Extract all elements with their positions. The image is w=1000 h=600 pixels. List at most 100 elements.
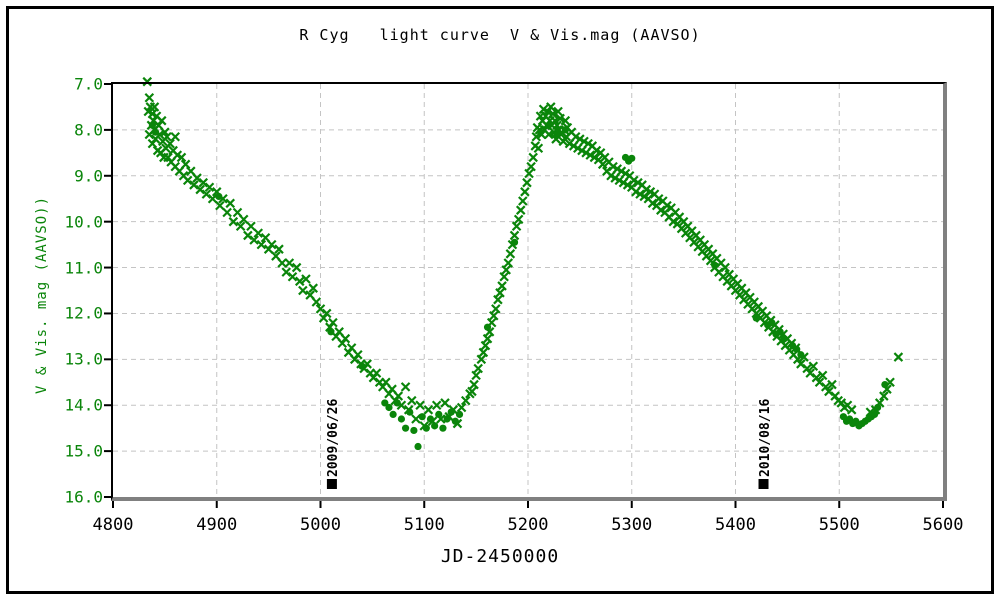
y-tick-label: 14.0 [64,395,103,415]
data-point-cross [423,405,434,415]
data-point-cross [281,267,292,277]
y-tick-label: 15.0 [64,441,103,461]
data-point-cross [509,230,520,241]
data-point-cross [515,205,526,215]
data-point-cross [893,352,904,362]
data-point-cross [524,168,534,179]
x-tick-label: 4800 [92,515,134,535]
data-point-dot [711,261,719,269]
data-point-dot [406,408,414,416]
x-tick-label: 5400 [715,515,756,535]
data-point-dot [536,128,545,136]
data-point-cross [499,271,509,282]
y-tick-label: 7.0 [74,74,103,94]
data-point-dot [628,154,636,162]
data-point-cross [505,249,516,259]
data-point-cross [321,308,332,319]
y-tick-label: 12.0 [64,303,103,323]
data-point-cross [488,310,499,321]
data-point-cross [528,152,538,163]
data-point-cross [543,129,554,140]
data-point-cross [253,228,264,238]
data-point-cross [511,221,522,232]
data-point-cross [518,196,528,206]
data-point-cross [182,175,193,186]
data-point-dot [435,410,443,418]
data-point-dot [414,442,422,451]
data-point-cross [228,216,239,227]
data-point-cross [491,304,501,314]
data-point-dot [393,399,401,407]
data-point-dot [874,403,882,412]
data-point-dot [776,328,784,336]
data-point-cross [170,131,181,142]
data-point-dot [553,130,561,139]
data-point-dot [418,413,426,421]
plot-area-frame [111,82,947,501]
data-point-cross [176,152,187,163]
data-point-dot [410,426,418,435]
x-tick-label: 5500 [818,515,860,535]
data-point-cross [522,177,532,188]
data-point-cross [311,297,322,307]
data-point-cross [284,258,295,268]
data-point-cross [560,115,571,126]
data-point-cross [144,92,155,103]
data-point-cross [456,402,467,413]
data-point-cross [827,379,837,390]
data-point-cross [814,377,825,388]
data-point-cross [460,395,471,406]
x-tick-label: 5000 [300,515,341,535]
data-point-cross [846,405,857,415]
data-point-cross [249,235,259,245]
data-point-dot [431,422,439,430]
data-point-dot [385,403,393,412]
data-point-cross [235,221,246,232]
data-point-cross [301,274,311,284]
data-point-cross [808,361,819,371]
data-point-cross [482,333,493,344]
data-point-cross [294,276,305,287]
data-point-dot [797,351,805,359]
x-tick-label: 4900 [196,515,238,535]
data-point-cross [201,189,212,199]
data-point-cross [533,143,544,154]
data-point-cross [497,281,507,291]
data-point-dot [768,319,776,327]
data-point-cross [215,200,225,211]
data-point-dot [752,314,760,322]
data-point-dot [780,335,788,343]
y-tick-label: 13.0 [64,349,103,369]
data-point-cross [597,159,608,170]
data-point-dot [870,410,879,418]
data-point-cross [328,317,338,328]
data-point-dot [397,415,406,423]
data-point-cross [471,370,481,381]
data-point-dot [401,424,410,432]
data-point-cross [353,349,363,360]
annotation-square [326,479,337,489]
x-tick-label: 5100 [403,515,445,535]
data-point-cross [520,187,530,197]
data-point-cross [553,106,563,117]
data-point-dot [422,424,430,432]
data-point-cross [493,294,503,305]
data-point-cross [513,214,524,225]
data-point-cross [526,161,536,172]
data-point-dot [439,424,447,432]
data-point-cross [142,76,153,87]
data-point-cross [480,340,491,351]
data-point-cross [503,258,514,268]
data-point-cross [274,244,284,254]
data-point-cross [467,386,477,397]
data-point-dot [443,415,451,423]
data-point-cross [156,115,167,126]
data-point-dot [545,121,553,129]
data-point-cross [149,102,160,112]
chart-title: R Cyg light curve V & Vis.mag (AAVSO) [299,26,701,44]
data-point-dot [455,410,464,418]
y-tick-label: 9.0 [74,166,103,186]
data-point-dot [426,415,435,423]
